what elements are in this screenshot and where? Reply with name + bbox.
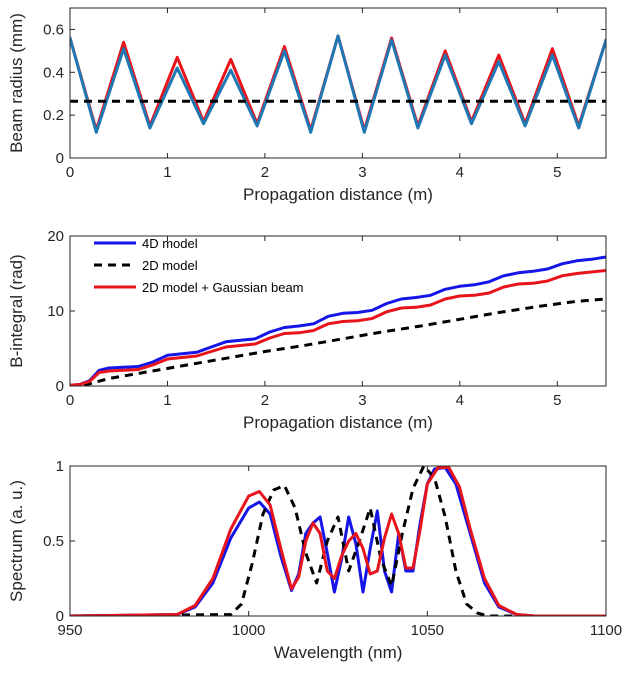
x-tick-label: 1 — [163, 164, 171, 181]
x-tick-label: 950 — [57, 622, 82, 639]
y-tick-label: 10 — [47, 303, 64, 320]
y-tick-label: 0.2 — [43, 107, 64, 124]
y-tick-label: 1 — [56, 458, 64, 475]
x-tick-label: 2 — [261, 392, 269, 409]
chart-b-integral: 0 1 2 3 4 5 0 10 20 Propagation distance (m) B-int… — [7, 228, 607, 432]
x-tick-label: 3 — [358, 164, 366, 181]
series-line-2d-model — [70, 297, 606, 386]
y-tick-label: 0.6 — [43, 21, 64, 38]
legend: 4D model 2D model 2D model + Gaussian beam — [94, 236, 304, 295]
series-line-2d-model-gaussian-beam — [70, 269, 606, 386]
series-line-4d-model — [70, 255, 606, 386]
y-tick-label: 0 — [56, 150, 64, 167]
x-tick-label: 0 — [66, 392, 74, 409]
x-axis-label: Propagation distance (m) — [243, 413, 433, 432]
chart-beam-radius: 0 1 2 3 4 5 0 0.2 0.4 0.6 Propagation distance (m)… — [7, 7, 607, 204]
y-tick-label: 0.4 — [43, 64, 64, 81]
series-line-blue-0 — [70, 466, 606, 616]
legend-label: 2D model + Gaussian beam — [142, 280, 304, 295]
y-tick-label: 20 — [47, 228, 64, 245]
y-axis-label: Spectrum (a. u.) — [7, 480, 26, 602]
x-tick-label: 1050 — [411, 622, 444, 639]
y-tick-label: 0 — [56, 608, 64, 625]
x-tick-label: 5 — [553, 392, 561, 409]
plot-area — [70, 466, 606, 616]
y-axis-label: Beam radius (mm) — [7, 13, 26, 153]
plot-area — [70, 8, 606, 158]
y-tick-label: 0.5 — [43, 533, 64, 550]
x-tick-label: 3 — [358, 392, 366, 409]
legend-label: 2D model — [142, 258, 198, 273]
x-tick-label: 4 — [456, 164, 464, 181]
axes-frame — [69, 7, 607, 159]
x-axis-label: Propagation distance (m) — [243, 185, 433, 204]
series-line-lightblue-1 — [70, 34, 606, 134]
chart-spectrum: 950 1000 1050 1100 0 0.5 1 Wavelength (nm) Spect… — [7, 458, 622, 662]
legend-label: 4D model — [142, 236, 198, 251]
x-tick-label: 1100 — [590, 622, 622, 639]
y-axis-label: B-integral (rad) — [7, 254, 26, 367]
x-tick-label: 0 — [66, 164, 74, 181]
x-tick-label: 4 — [456, 392, 464, 409]
series-line-red-2 — [70, 466, 606, 616]
x-tick-label: 1 — [163, 392, 171, 409]
x-tick-label: 2 — [261, 164, 269, 181]
x-tick-label: 5 — [553, 164, 561, 181]
x-axis-label: Wavelength (nm) — [274, 643, 403, 662]
x-tick-label: 1000 — [232, 622, 265, 639]
y-tick-label: 0 — [56, 378, 64, 395]
